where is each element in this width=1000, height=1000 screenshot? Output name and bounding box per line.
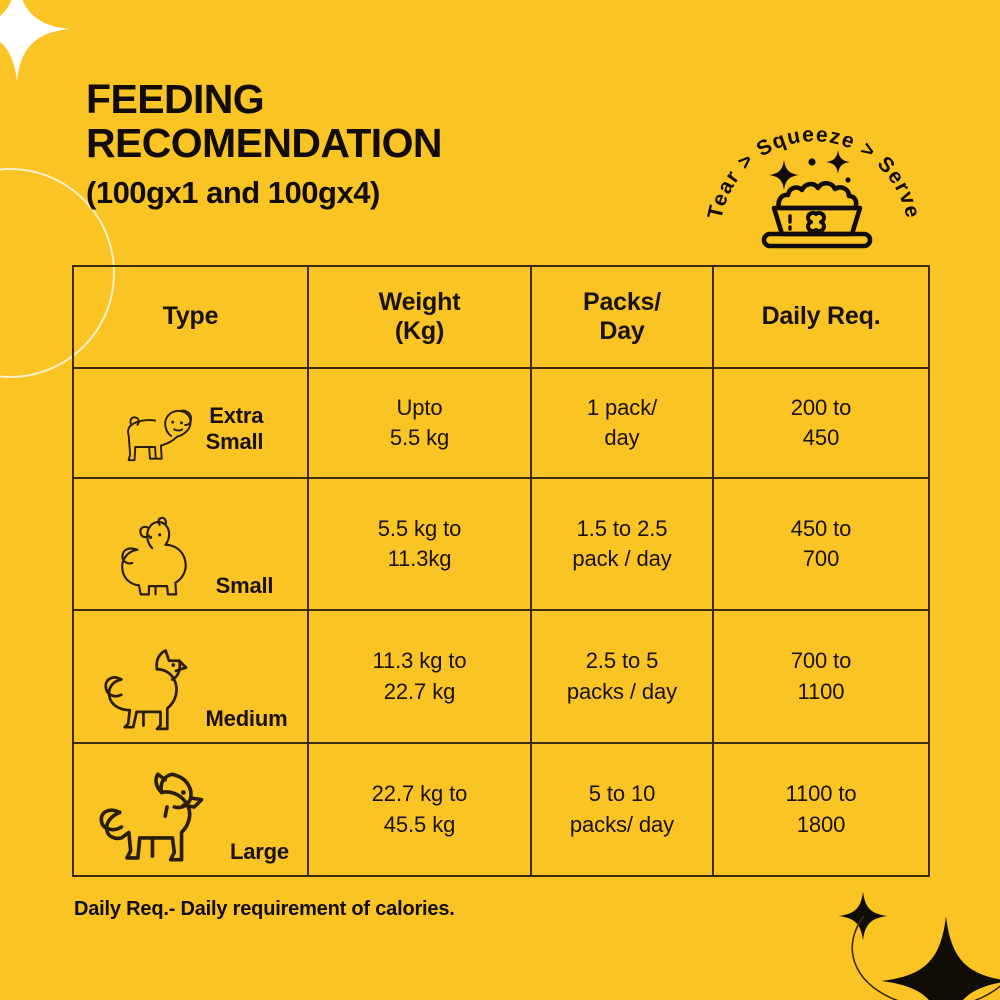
table-header-row: Type Weight (Kg) Packs/ Day Daily Req. [72, 265, 930, 369]
cell-packs-medium: 2.5 to 5 packs / day [530, 609, 714, 744]
column-header-weight: Weight (Kg) [307, 265, 532, 369]
column-header-type: Type [72, 265, 309, 369]
type-label-small: Small [215, 573, 274, 599]
cell-daily-medium: 700 to 1100 [712, 609, 930, 744]
column-header-daily: Daily Req. [712, 265, 930, 369]
black-sparkle-small-icon [838, 891, 888, 941]
cell-daily-large: 1100 to 1800 [712, 742, 930, 877]
cell-packs-small: 1.5 to 2.5 pack / day [530, 477, 714, 611]
spitz-dog-icon [103, 649, 187, 731]
column-header-packs: Packs/ Day [530, 265, 714, 369]
type-label-medium: Medium [205, 706, 288, 732]
cell-daily-extra-small: 200 to 450 [712, 367, 930, 479]
white-sparkle-icon [0, 0, 70, 82]
title-subtitle: (100gx1 and 100gx4) [86, 174, 380, 210]
cell-weight-small: 5.5 kg to 11.3kg [307, 477, 532, 611]
cell-type-extra-small: Extra Small [72, 367, 309, 479]
title-line-2: RECOMENDATION [86, 119, 442, 166]
footnote-daily-req: Daily Req.- Daily requirement of calorie… [74, 898, 455, 920]
title-line-1: FEEDING [86, 76, 265, 122]
fluffy-small-dog-icon [120, 516, 187, 596]
cell-type-medium: Medium [72, 609, 309, 744]
cell-daily-small: 450 to 700 [712, 477, 930, 611]
dog-bowl-with-bone-icon [761, 180, 873, 249]
cell-packs-large: 5 to 10 packs/ day [530, 742, 714, 877]
cell-weight-medium: 11.3 kg to 22.7 kg [307, 609, 532, 744]
cell-weight-extra-small: Upto 5.5 kg [307, 367, 532, 479]
page-title: FEEDING RECOMENDATION (100gx1 and 100gx4… [86, 76, 646, 211]
labrador-dog-icon [99, 772, 204, 862]
cell-type-large: Large [72, 742, 309, 877]
table-row: Small 5.5 kg to 11.3kg 1.5 to 2.5 pack /… [72, 477, 930, 611]
bottom-right-thin-curve [851, 916, 1000, 1000]
black-sparkle-large-icon [881, 916, 1000, 1000]
pug-dog-icon [126, 409, 192, 462]
type-label-large: Large [230, 839, 289, 865]
cell-weight-large: 22.7 kg to 45.5 kg [307, 742, 532, 877]
table-row: Extra Small Upto 5.5 kg 1 pack/ day 200 … [72, 367, 930, 479]
type-label-extra-small: Extra Small [205, 403, 264, 455]
feeding-recommendation-table: Type Weight (Kg) Packs/ Day Daily Req. [72, 265, 930, 877]
cell-packs-extra-small: 1 pack/ day [530, 367, 714, 479]
badge-sparkle-icons [769, 150, 851, 190]
table-row: Medium 11.3 kg to 22.7 kg 2.5 to 5 packs… [72, 609, 930, 744]
table-row: Large 22.7 kg to 45.5 kg 5 to 10 packs/ … [72, 742, 930, 877]
cell-type-small: Small [72, 477, 309, 611]
tear-squeeze-serve-badge: Tear > Squeeze > Serve [704, 104, 923, 250]
